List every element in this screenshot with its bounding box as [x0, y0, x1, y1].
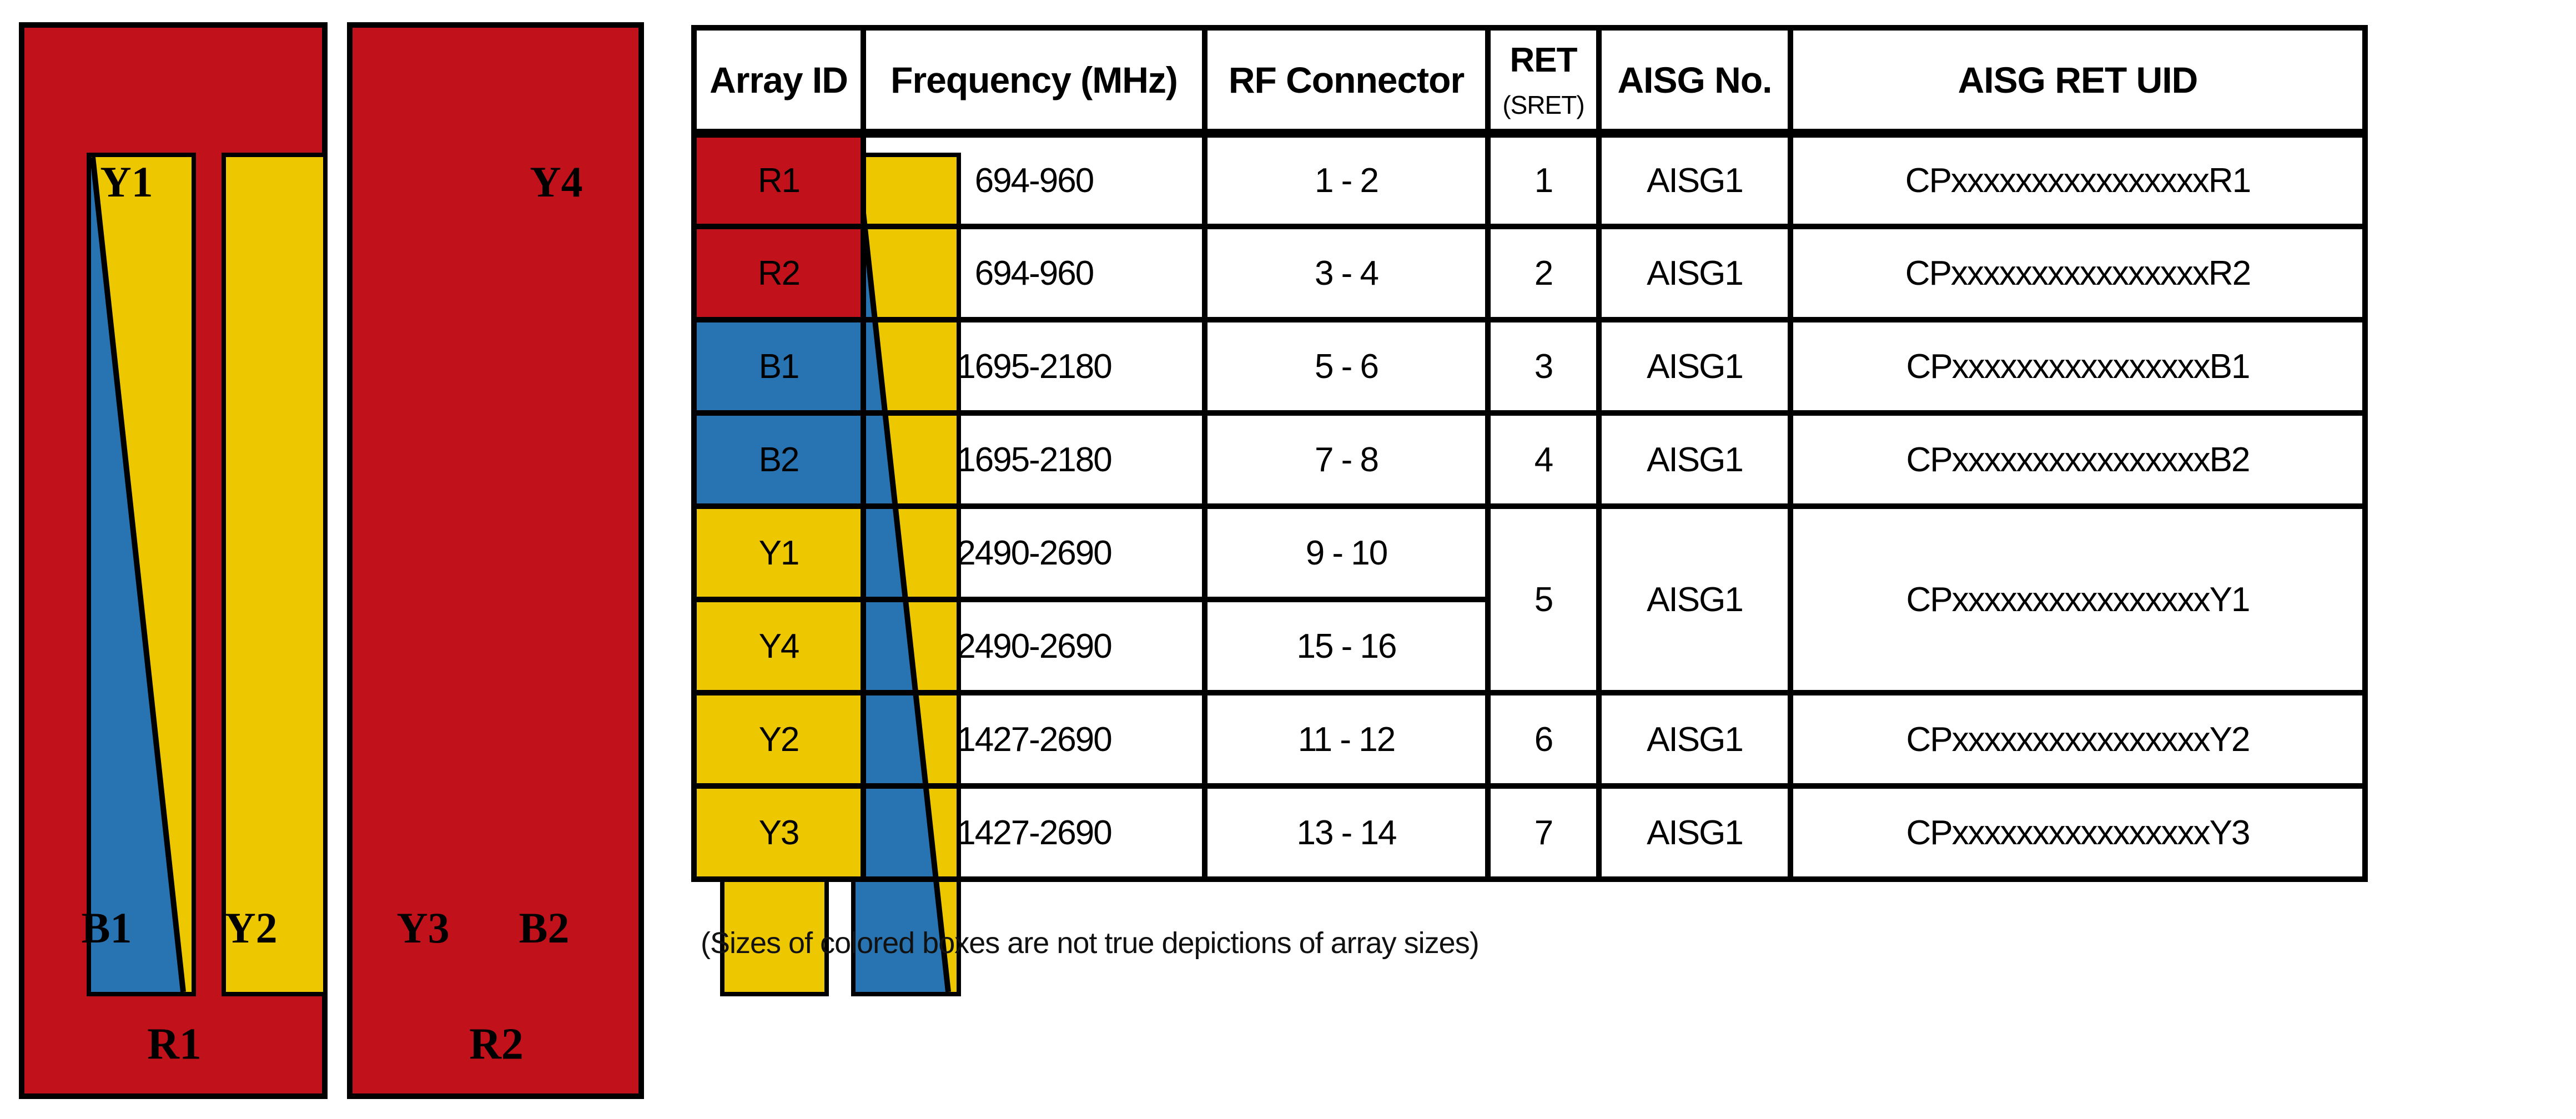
port-mapping-table: Array ID Frequency (MHz) RF Connector RE…	[691, 25, 2368, 882]
frequency-cell: 1695-2180	[861, 410, 1208, 509]
table-row-r1: R1 694-960 1 - 2 1 AISG1 CPxxxxxxxxxxxxx…	[691, 130, 2368, 229]
aisg-no-cell: AISG1	[1596, 410, 1793, 509]
aisg-no-cell-merged: AISG1	[1596, 503, 1793, 695]
aisg-ret-uid-cell: CPxxxxxxxxxxxxxxxxR2	[1788, 224, 2368, 322]
array-id-cell: Y4	[691, 597, 866, 695]
array-id-cell: Y2	[691, 690, 866, 789]
aisg-no-cell: AISG1	[1596, 690, 1793, 789]
frequency-cell: 1695-2180	[861, 317, 1208, 416]
array-id-cell: R2	[691, 224, 866, 322]
col-header-aisg-ret-uid: AISG RET UID	[1788, 25, 2368, 138]
rf-connector-cell: 1 - 2	[1202, 130, 1491, 229]
array-label-y2: Y2	[224, 904, 278, 952]
ret-cell: 7	[1485, 783, 1602, 882]
table-row-b2: B2 1695-2180 7 - 8 4 AISG1 CPxxxxxxxxxxx…	[691, 410, 2368, 509]
aisg-no-cell: AISG1	[1596, 224, 1793, 322]
table-row-y1: Y1 2490-2690 9 - 10 5 AISG1 CPxxxxxxxxxx…	[691, 503, 2368, 695]
table-header-row: Array ID Frequency (MHz) RF Connector RE…	[691, 25, 2368, 138]
ret-cell: 6	[1485, 690, 1602, 789]
array-label-b1: B1	[81, 904, 132, 952]
aisg-no-cell: AISG1	[1596, 317, 1793, 416]
diagonal-split-graphic	[91, 157, 192, 992]
array-id-cell: Y3	[691, 783, 866, 882]
array-id-cell: B1	[691, 317, 866, 416]
aisg-ret-uid-cell: CPxxxxxxxxxxxxxxxxY3	[1788, 783, 2368, 882]
col-header-array-id: Array ID	[691, 25, 866, 138]
rf-connector-cell: 5 - 6	[1202, 317, 1491, 416]
aisg-ret-uid-cell: CPxxxxxxxxxxxxxxxxB1	[1788, 317, 2368, 416]
table-row-y3: Y3 1427-2690 13 - 14 7 AISG1 CPxxxxxxxxx…	[691, 783, 2368, 882]
antenna-panel-r2	[347, 22, 961, 1099]
col-header-rf-connector: RF Connector	[1202, 25, 1491, 138]
frequency-cell: 694-960	[861, 130, 1208, 229]
ret-cell: 1	[1485, 130, 1602, 229]
col-header-ret-sub: (SRET)	[1502, 90, 1584, 119]
rf-connector-cell: 9 - 10	[1202, 503, 1491, 602]
aisg-ret-uid-cell: CPxxxxxxxxxxxxxxxxB2	[1788, 410, 2368, 509]
frequency-cell: 1427-2690	[861, 783, 1208, 882]
col-header-ret: RET (SRET)	[1485, 25, 1602, 138]
rf-connector-cell: 13 - 14	[1202, 783, 1491, 882]
array-column-y2	[222, 153, 328, 996]
ret-cell: 3	[1485, 317, 1602, 416]
rf-connector-cell: 7 - 8	[1202, 410, 1491, 509]
array-id-cell: Y1	[691, 503, 866, 602]
aisg-ret-uid-cell-merged: CPxxxxxxxxxxxxxxxxY1	[1788, 503, 2368, 695]
frequency-cell: 694-960	[861, 224, 1208, 322]
col-header-ret-main: RET	[1510, 41, 1578, 79]
col-header-frequency: Frequency (MHz)	[861, 25, 1208, 138]
array-id-cell: R1	[691, 130, 866, 229]
antenna-panel-r1	[19, 22, 328, 1099]
table-row-y2: Y2 1427-2690 11 - 12 6 AISG1 CPxxxxxxxxx…	[691, 690, 2368, 789]
col-header-aisg-no: AISG No.	[1596, 25, 1793, 138]
array-label-y1: Y1	[100, 158, 153, 206]
panel-label-r1: R1	[147, 1020, 202, 1069]
array-label-y3: Y3	[396, 904, 450, 952]
array-id-cell: B2	[691, 410, 866, 509]
ret-cell: 4	[1485, 410, 1602, 509]
ret-cell: 2	[1485, 224, 1602, 322]
rf-connector-cell: 11 - 12	[1202, 690, 1491, 789]
frequency-cell: 1427-2690	[861, 690, 1208, 789]
aisg-ret-uid-cell: CPxxxxxxxxxxxxxxxxR1	[1788, 130, 2368, 229]
table-row-r2: R2 694-960 3 - 4 2 AISG1 CPxxxxxxxxxxxxx…	[691, 224, 2368, 322]
table-row-b1: B1 1695-2180 5 - 6 3 AISG1 CPxxxxxxxxxxx…	[691, 317, 2368, 416]
aisg-no-cell: AISG1	[1596, 783, 1793, 882]
rf-connector-cell: 3 - 4	[1202, 224, 1491, 322]
ret-cell-merged: 5	[1485, 503, 1602, 695]
frequency-cell: 2490-2690	[861, 597, 1208, 695]
table-row-y4: Y4 2490-2690 15 - 16	[691, 597, 2365, 695]
array-label-y4: Y4	[530, 158, 583, 206]
aisg-no-cell: AISG1	[1596, 130, 1793, 229]
aisg-ret-uid-cell: CPxxxxxxxxxxxxxxxxY2	[1788, 690, 2368, 789]
size-disclaimer-note: (Sizes of colored boxes are not true dep…	[701, 926, 1480, 960]
array-label-b2: B2	[519, 904, 570, 952]
panel-label-r2: R2	[469, 1020, 524, 1069]
frequency-cell: 2490-2690	[861, 503, 1208, 602]
rf-connector-cell: 15 - 16	[1202, 597, 1491, 695]
array-column-y1-b1	[87, 153, 196, 996]
